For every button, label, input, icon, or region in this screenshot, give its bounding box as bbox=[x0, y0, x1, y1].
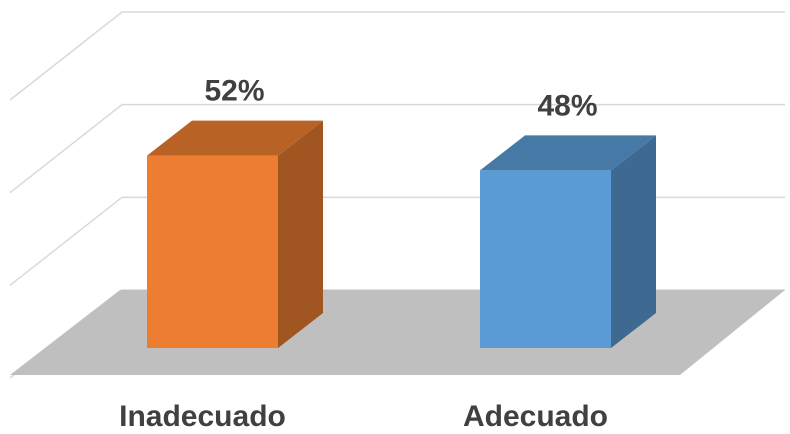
grid-line bbox=[9, 11, 785, 101]
bar bbox=[147, 155, 278, 348]
x-tick-label: Inadecuado bbox=[119, 400, 286, 433]
grid-line bbox=[9, 196, 785, 286]
bar bbox=[480, 170, 611, 348]
grid-line bbox=[9, 103, 785, 194]
data-label: 48% bbox=[537, 89, 597, 122]
bar-top bbox=[480, 135, 656, 171]
bar-side bbox=[278, 120, 323, 348]
x-tick-label: Adecuado bbox=[463, 400, 608, 433]
bar-top bbox=[147, 120, 323, 156]
bar-side bbox=[611, 135, 656, 348]
floor bbox=[10, 290, 785, 375]
data-label: 52% bbox=[204, 75, 264, 108]
